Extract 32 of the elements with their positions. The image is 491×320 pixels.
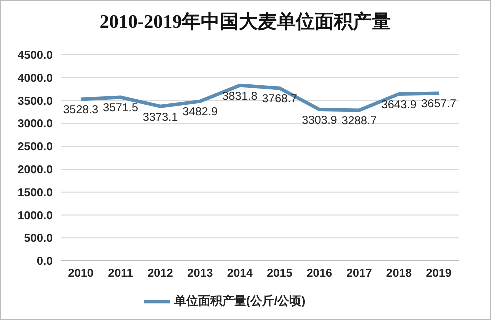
legend-label: 单位面积产量(公斤/公顷) [174,294,306,308]
data-label: 3831.8 [222,90,258,103]
data-label: 3288.7 [342,116,378,128]
y-tick-label: 3500.0 [18,96,53,108]
x-tick-label: 2013 [188,268,214,280]
x-tick-label: 2011 [108,268,134,280]
data-label: 3657.7 [421,98,457,111]
x-tick-label: 2012 [148,268,174,280]
x-tick-label: 2018 [386,268,413,280]
x-tick-label: 2015 [267,268,294,280]
x-tick-label: 2017 [346,268,372,280]
y-tick-label: 0.0 [37,256,53,268]
y-tick-label: 500.0 [24,233,53,246]
data-label: 3571.5 [103,102,138,115]
x-tick-label: 2016 [306,268,332,280]
x-tick-label: 2010 [68,268,94,280]
data-label: 3643.9 [382,99,417,112]
y-tick-label: 2000.0 [18,164,53,177]
y-tick-label: 4500.0 [18,50,53,62]
y-tick-label: 1500.0 [18,187,53,200]
data-label: 3373.1 [142,112,178,124]
data-label: 3528.3 [63,104,99,117]
data-label: 3768.7 [262,94,298,106]
x-tick-label: 2014 [227,268,254,280]
y-tick-label: 3000.0 [18,118,53,131]
y-tick-label: 4000.0 [18,72,53,85]
chart-title: 2010-2019年中国大麦单位面积产量 [98,10,392,35]
x-tick-label: 2019 [426,268,452,280]
data-label: 3482.9 [182,106,218,119]
y-tick-label: 2500.0 [18,142,53,154]
y-tick-label: 1000.0 [18,210,53,222]
data-label: 3303.9 [302,114,338,127]
